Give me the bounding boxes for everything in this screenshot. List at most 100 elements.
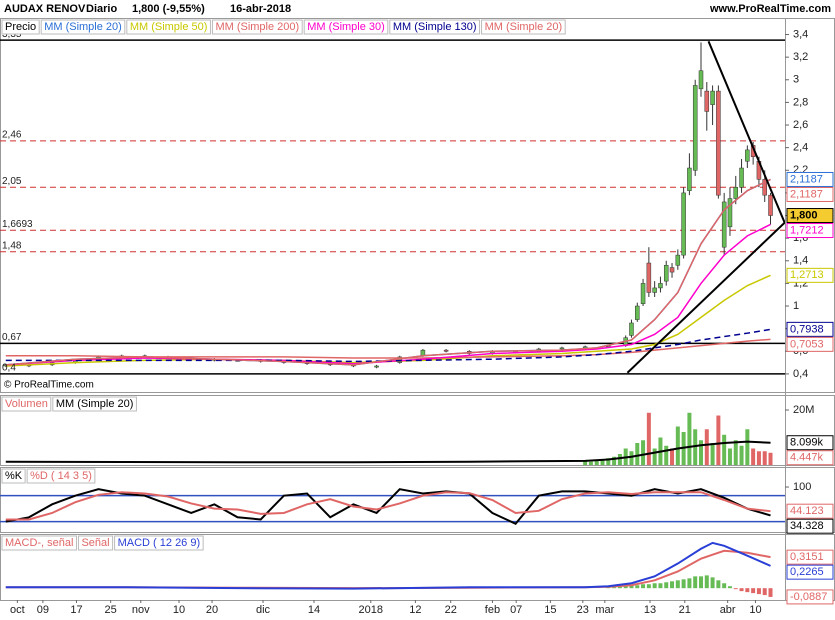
x-tick-label: 23 <box>577 604 589 616</box>
bar <box>675 426 680 465</box>
candle-body <box>710 90 715 105</box>
y-tick-label: 2,8 <box>793 96 808 108</box>
bar <box>693 576 698 589</box>
bar <box>704 429 709 465</box>
legend-box <box>211 19 303 35</box>
bar <box>768 588 773 597</box>
legend-label: Señal <box>81 537 109 549</box>
last-price: 1,800 (-9,55%) <box>132 3 205 15</box>
legend-box <box>389 19 481 35</box>
legend-label: Precio <box>5 21 36 33</box>
candle-body <box>768 194 773 216</box>
legend-label: MM (Simple 30) <box>307 21 385 33</box>
bar <box>646 584 651 589</box>
bar <box>716 415 721 465</box>
last-value-label: 1,7212 <box>790 224 824 236</box>
bar <box>617 454 622 465</box>
legend-box <box>40 19 126 35</box>
series-line <box>5 274 771 367</box>
x-tick-label: 13 <box>644 604 656 616</box>
bar <box>641 440 646 465</box>
bar <box>751 448 756 465</box>
last-value-label: 0,7053 <box>790 338 824 350</box>
last-value-box <box>786 450 834 466</box>
last-value-box <box>786 435 834 451</box>
last-value-label: 4.447k <box>790 452 824 464</box>
last-value-box <box>786 549 834 565</box>
legend-label: MM (Simple 200) <box>215 21 299 33</box>
candle-body <box>582 346 588 349</box>
legend-label: MM (Simple 20) <box>44 21 122 33</box>
bar <box>675 580 680 589</box>
last-value-box <box>786 171 834 187</box>
last-value-box <box>786 223 834 239</box>
bar <box>641 584 646 589</box>
y-tick-label: 100 <box>793 481 811 493</box>
bar <box>617 586 622 589</box>
bar <box>727 448 732 465</box>
candle-body <box>739 167 744 188</box>
last-value-box <box>786 336 834 352</box>
bar <box>652 448 657 465</box>
x-tick-label: 14 <box>308 604 320 616</box>
bar <box>646 412 651 465</box>
legend-box <box>114 535 204 551</box>
bar <box>733 588 738 590</box>
bar <box>739 588 744 592</box>
bar <box>762 588 767 596</box>
legend-label: MM (Simple 50) <box>130 21 208 33</box>
level-label: 1,6693 <box>2 219 33 230</box>
x-tick-label: 25 <box>105 604 117 616</box>
last-value-label: 1,800 <box>790 209 818 221</box>
series-line <box>5 328 771 363</box>
candle-body <box>733 186 739 199</box>
legend-label: MACD ( 12 26 9) <box>118 537 201 549</box>
bar <box>687 578 692 589</box>
bar <box>670 581 675 589</box>
bar <box>751 588 756 594</box>
plot-area <box>5 412 773 465</box>
y-tick-label: 3,2 <box>793 51 808 63</box>
legend-box <box>52 396 137 412</box>
legend-label: %K <box>5 470 23 482</box>
plot-area <box>0 488 785 526</box>
last-value-label: 2,1187 <box>790 173 823 185</box>
candle-body <box>687 167 692 191</box>
bar <box>612 456 617 465</box>
y-tick-label: 1 <box>793 300 799 312</box>
candle-body <box>652 287 657 293</box>
legend-label: MACD-, señal <box>5 537 73 549</box>
instrument: AUDAX RENOV <box>4 3 86 15</box>
series-line <box>5 491 771 521</box>
legend-box <box>77 535 114 551</box>
x-tick-label: 20 <box>206 604 218 616</box>
candle-body <box>640 283 646 305</box>
legend-box <box>1 535 77 551</box>
x-tick-label: nov <box>132 604 150 616</box>
period: Diario <box>86 3 117 15</box>
bar <box>704 575 709 589</box>
candle-body <box>681 192 686 256</box>
bar <box>635 443 640 465</box>
level-label: 2,05 <box>2 176 22 187</box>
x-tick-label: 21 <box>679 604 691 616</box>
legend-box <box>1 468 26 484</box>
x-tick-label: 2018 <box>359 604 383 616</box>
last-value-label: 1,2713 <box>790 269 824 281</box>
bar <box>606 458 611 465</box>
last-value-label: -0,0887 <box>790 591 827 603</box>
last-value-box <box>786 321 834 337</box>
bar <box>600 460 605 465</box>
legend-box <box>303 19 389 35</box>
candle-body <box>675 254 681 266</box>
copyright: © ProRealTime.com <box>4 380 94 391</box>
site: www.ProRealTime.com <box>709 3 831 15</box>
candle-body <box>745 149 750 162</box>
y-tick-label: 3,4 <box>793 28 808 40</box>
y-tick-label: 2,6 <box>793 119 808 131</box>
candle-body <box>762 179 767 196</box>
y-tick-label: 2,4 <box>793 142 808 154</box>
legend-label: MM (Simple 20) <box>485 21 563 33</box>
bar <box>623 586 628 589</box>
